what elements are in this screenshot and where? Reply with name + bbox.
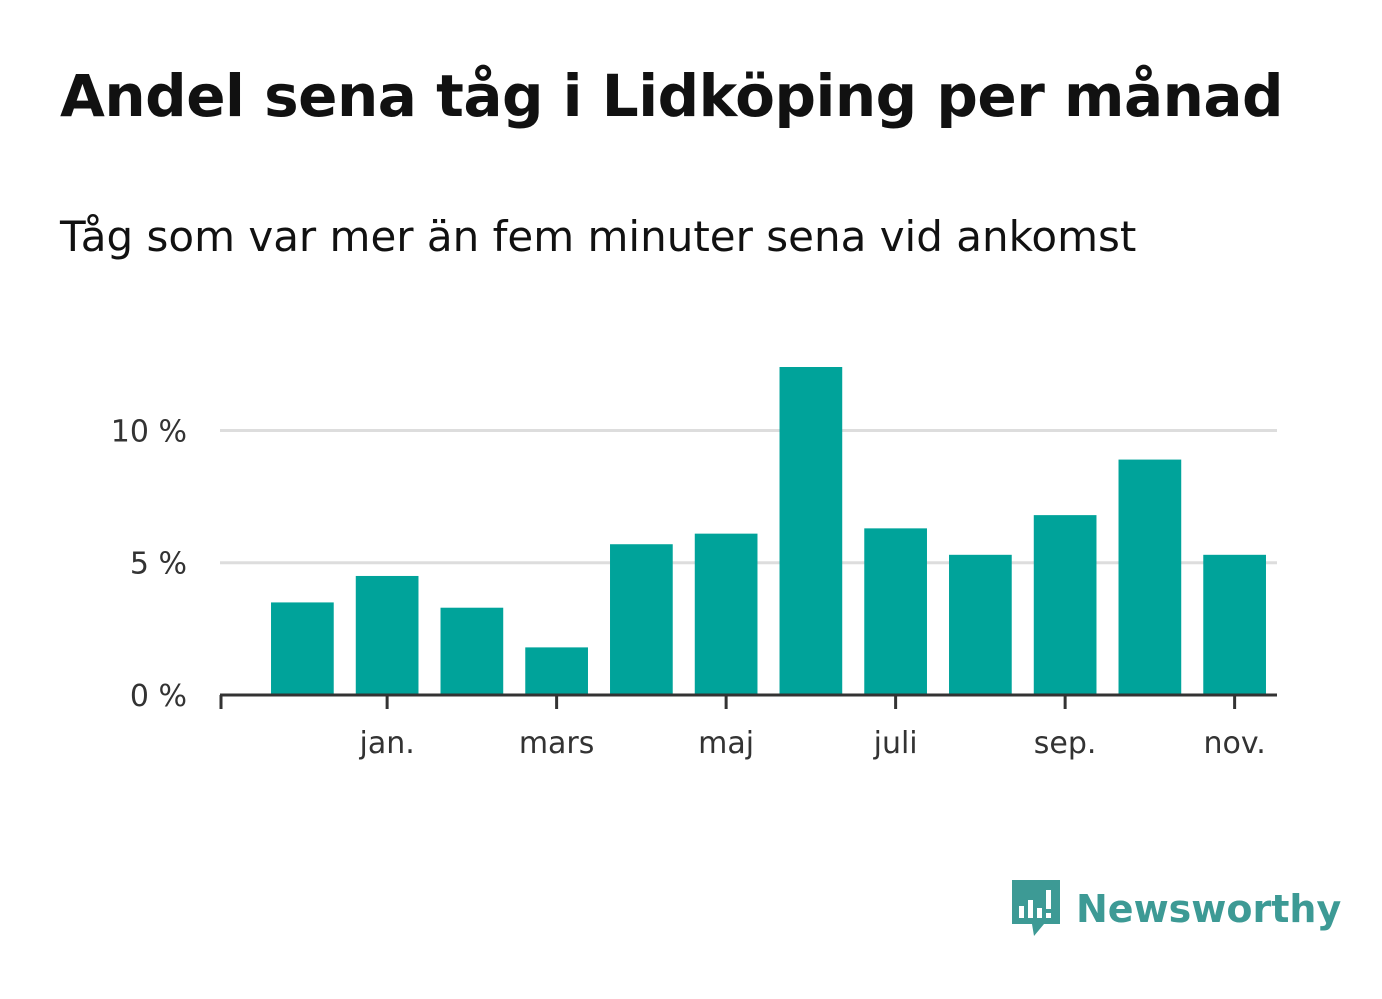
y-tick-label: 5 %: [130, 547, 187, 582]
bar-juni: [779, 367, 843, 695]
bar-apr: [610, 544, 673, 695]
x-tick-label: mars: [519, 726, 595, 761]
x-tick-label: jan.: [358, 726, 414, 761]
tick-labels: 0 % 5 % 10 % jan. mars maj juli sep. nov.: [111, 414, 1266, 761]
bar-mars: [525, 647, 588, 695]
y-tick-label: 0 %: [130, 679, 187, 714]
bars: [271, 367, 1266, 695]
bar-aug: [949, 554, 1012, 695]
bar-chart-speech-bubble-icon: [1012, 880, 1060, 936]
y-tick-label: 10 %: [111, 414, 187, 449]
bar-maj: [694, 533, 758, 695]
chart-subtitle: Tåg som var mer än fem minuter sena vid …: [60, 212, 1137, 261]
bar-jan: [355, 575, 419, 695]
bar-juli: [864, 528, 927, 695]
x-tick-label: maj: [698, 726, 754, 761]
x-tick-label: sep.: [1034, 726, 1097, 761]
bar-sep: [1033, 515, 1097, 695]
chart-title: Andel sena tåg i Lidköping per månad: [60, 62, 1284, 130]
x-axis: [219, 693, 1277, 709]
bar-feb: [440, 607, 504, 695]
newsworthy-brand: Newsworthy: [1010, 878, 1341, 940]
x-tick-label: nov.: [1203, 726, 1265, 761]
bar-okt: [1118, 459, 1182, 695]
bar-dec: [271, 602, 334, 695]
bar-nov: [1203, 554, 1266, 695]
x-tick-label: juli: [873, 726, 918, 761]
brand-name: Newsworthy: [1076, 887, 1342, 931]
